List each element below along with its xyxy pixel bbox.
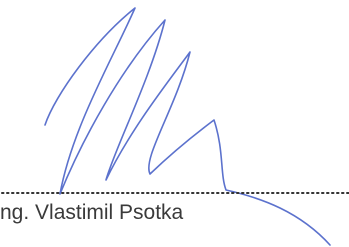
signer-name: ng. Vlastimil Psotka: [0, 201, 183, 225]
signature-block: ng. Vlastimil Psotka: [0, 0, 349, 247]
